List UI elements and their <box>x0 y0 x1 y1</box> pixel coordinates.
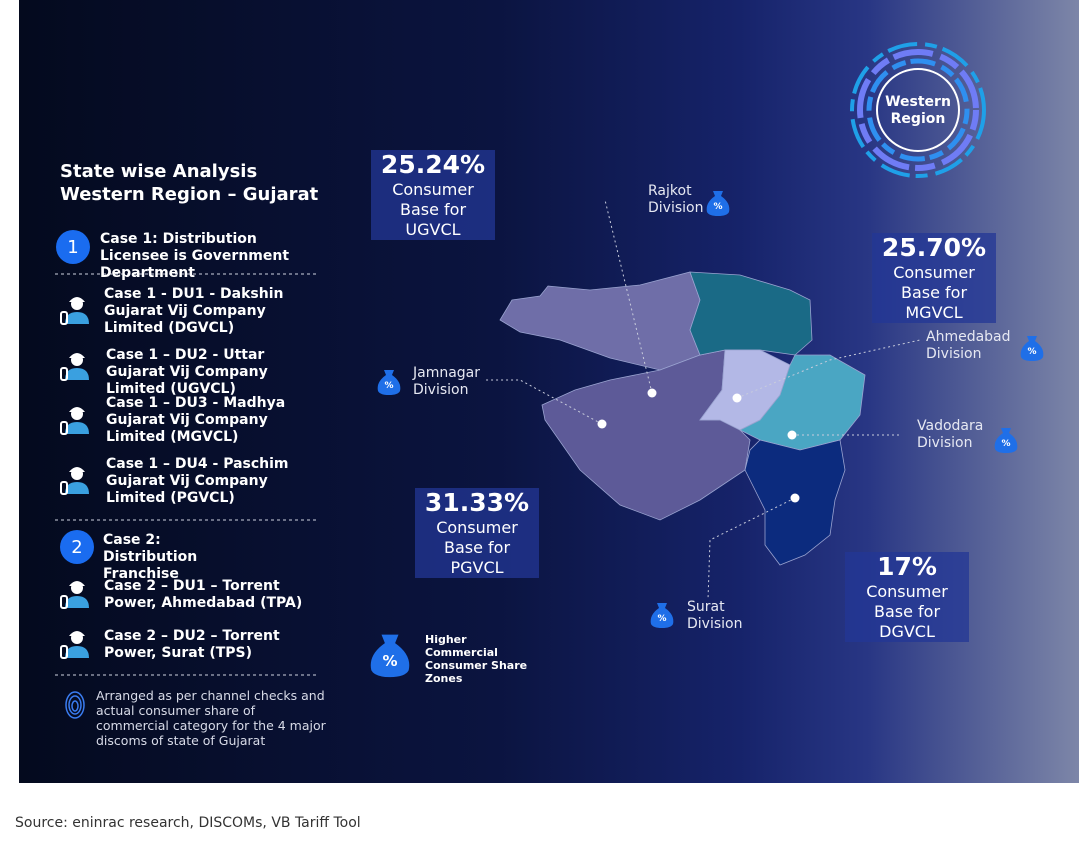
divider-lines <box>55 273 318 676</box>
case-circle <box>56 230 90 264</box>
division-label: Vadodara Division <box>917 418 984 451</box>
case-number: 1 <box>67 237 78 258</box>
percent: 25.24% <box>380 150 486 179</box>
gujarat-map <box>499 271 866 566</box>
bag-symbol: % <box>1027 347 1036 357</box>
percent: 25.70% <box>881 233 987 262</box>
graphics: 1 2 % % % % % % <box>55 42 1044 719</box>
legend: Higher Commercial Consumer Share Zones <box>425 633 528 685</box>
case-item: Case 2 – DU2 – Torrent Power, Surat (TPS… <box>104 628 280 661</box>
consumer-base-box: 31.33% Consumer Base for PGVCL <box>415 488 539 578</box>
percent: 17% <box>877 552 937 581</box>
region-badge-rings <box>850 42 986 178</box>
case-circle <box>60 530 94 564</box>
consumer-base-label: Consumer Base for UGVCL <box>392 180 474 239</box>
case-label: Case 2: Distribution Franchise <box>103 532 198 582</box>
percent: 31.33% <box>424 488 530 517</box>
consumer-base-label: Consumer Base for PGVCL <box>436 518 518 577</box>
consumer-base-label: Consumer Base for MGVCL <box>893 263 975 322</box>
person-icons <box>60 296 90 659</box>
bag-symbol: % <box>382 652 397 670</box>
division-label: Jamnagar Division <box>413 365 481 398</box>
consumer-base-box: 25.70% Consumer Base for MGVCL <box>872 233 996 323</box>
bag-symbol: % <box>713 202 722 212</box>
note: Arranged as per channel checks and actua… <box>96 688 326 748</box>
case-item: Case 2 – DU1 – Torrent Power, Ahmedabad … <box>104 578 303 611</box>
bag-symbol: % <box>657 614 666 624</box>
title: State wise Analysis Western Region – Guj… <box>60 161 319 205</box>
fingerprint-icon <box>65 691 85 719</box>
leader-lines <box>485 199 921 601</box>
region-badge: Western Region <box>885 94 951 127</box>
map-dots <box>597 388 800 503</box>
division-label: Surat Division <box>687 599 743 632</box>
case-label: Case 1: Distribution Licensee is Governm… <box>100 231 290 281</box>
division-label: Rajkot Division <box>648 183 704 216</box>
consumer-base-box: 17% Consumer Base for DGVCL <box>845 552 969 642</box>
case-number: 2 <box>71 537 82 558</box>
case-item: Case 1 – DU3 - Madhya Gujarat Vij Compan… <box>106 395 286 445</box>
bag-symbol: % <box>384 381 393 391</box>
division-label: Ahmedabad Division <box>926 329 1011 362</box>
background-panel <box>19 0 1079 783</box>
consumer-base-box: 25.24% Consumer Base for UGVCL <box>371 150 495 240</box>
case-item: Case 1 – DU4 - Paschim Gujarat Vij Compa… <box>106 456 289 506</box>
case-item: Case 1 - DU1 - Dakshin Gujarat Vij Compa… <box>104 286 284 336</box>
case-item: Case 1 – DU2 - Uttar Gujarat Vij Company… <box>106 347 268 397</box>
bag-symbol: % <box>1001 439 1010 449</box>
consumer-base-label: Consumer Base for DGVCL <box>866 582 948 641</box>
source: Source: eninrac research, DISCOMs, VB Ta… <box>15 815 361 831</box>
